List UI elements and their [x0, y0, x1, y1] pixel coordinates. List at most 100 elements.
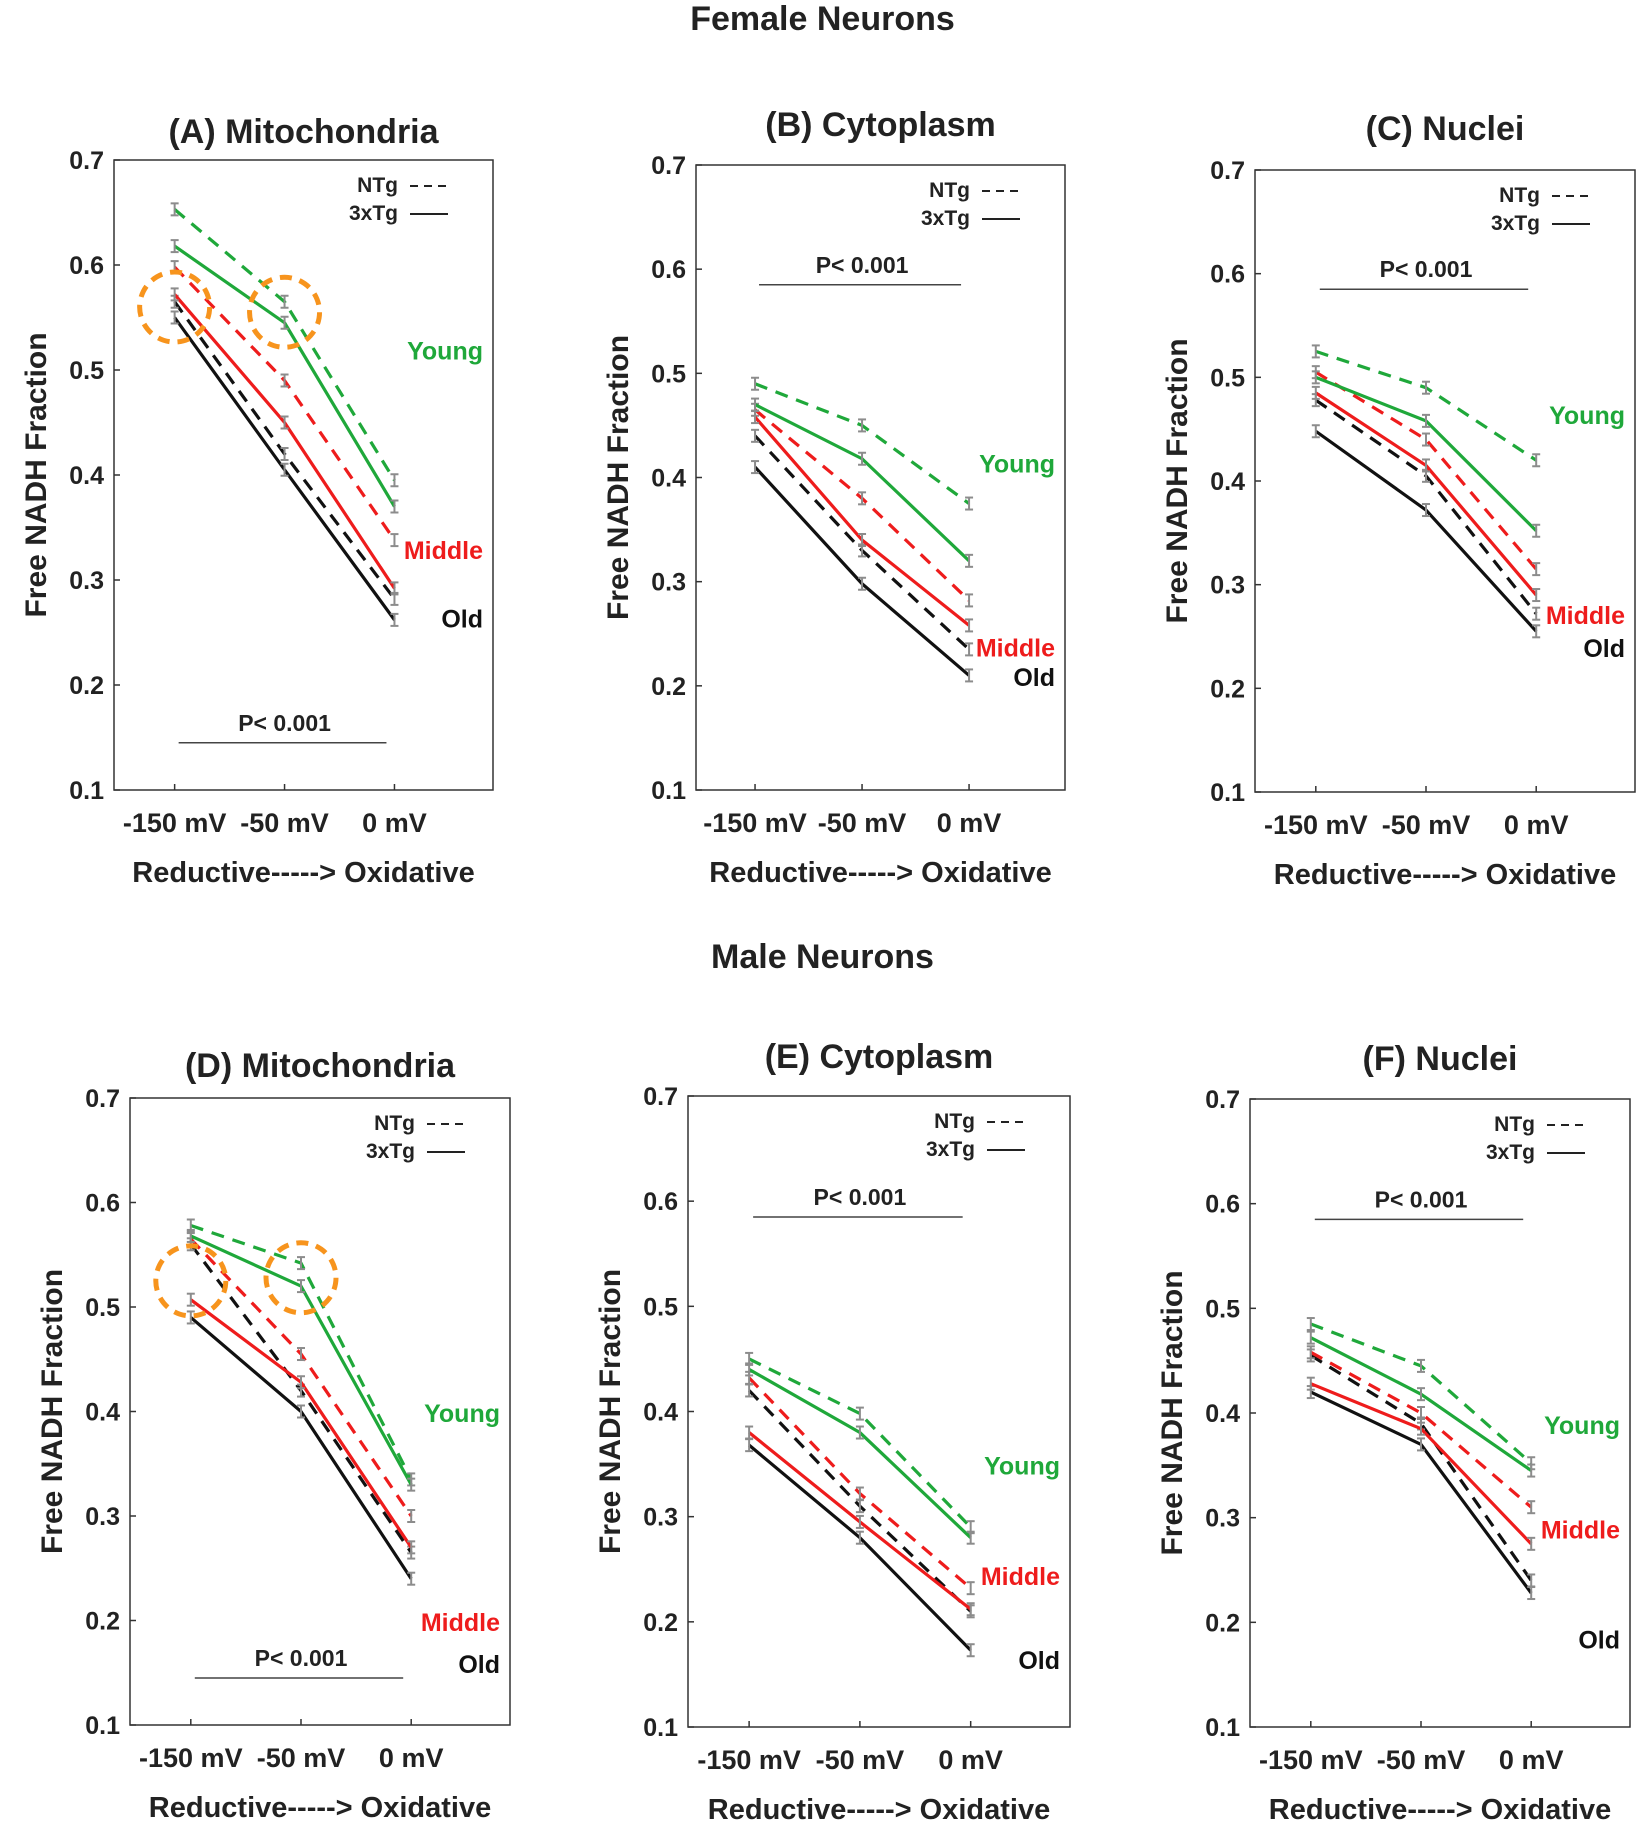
chart-panel-2: (B) Cytoplasm 0.1 0.2 0.3 0.4 0.5 0.6 0.7 Free N… [602, 106, 1066, 889]
legend-ntg-label: NTg [357, 174, 398, 197]
legend-ntg-label: NTg [374, 1112, 415, 1135]
age-label-middle: Middle [1546, 602, 1625, 630]
x-axis-label: Reductive-----> Oxidative [132, 857, 474, 889]
highlight-circle [247, 274, 323, 350]
pvalue-label: P< 0.001 [238, 710, 331, 736]
chart-panel-5: (E) Cytoplasm 0.1 0.2 0.3 0.4 0.5 0.6 0.7 Free N… [594, 1038, 1071, 1826]
age-label-young: Young [984, 1453, 1060, 1481]
legend-3xtg-label: 3xTg [1486, 1141, 1535, 1164]
error-bar [855, 1425, 864, 1440]
error-bar [1417, 1406, 1425, 1420]
y-tick-label: 0.4 [69, 462, 104, 490]
y-tick-label: 0.5 [643, 1293, 678, 1321]
y-tick-label: 0.5 [85, 1294, 120, 1322]
x-tick-label: -150 mV [697, 1745, 801, 1775]
error-bar [407, 1477, 416, 1492]
y-tick-label: 0.1 [1210, 779, 1245, 807]
y-tick-label: 0.3 [1210, 572, 1245, 600]
series-line-young-ntg [754, 382, 971, 505]
error-bar [1306, 1317, 1315, 1332]
age-label-middle: Middle [976, 635, 1055, 663]
y-axis-label: Free NADH Fraction [36, 1269, 69, 1554]
error-bar [297, 1279, 305, 1294]
x-tick-label: 0 mV [1504, 810, 1569, 840]
y-tick-label: 0.1 [1205, 1714, 1240, 1742]
error-bar [280, 447, 289, 461]
age-label-middle: Middle [421, 1609, 500, 1637]
error-bar [280, 373, 289, 388]
y-tick-label: 0.1 [651, 777, 686, 805]
age-label-middle: Middle [1541, 1517, 1620, 1545]
x-tick-label: -150 mV [123, 808, 227, 838]
y-tick-label: 0.4 [643, 1399, 678, 1427]
error-bar [965, 496, 974, 511]
error-bar [186, 1292, 195, 1307]
error-bar [297, 1404, 305, 1419]
error-bar [1306, 1330, 1315, 1345]
panel-title: (B) Cytoplasm [765, 106, 995, 144]
y-tick-label: 0.1 [69, 777, 104, 805]
error-bar [1417, 1358, 1425, 1373]
age-label-middle: Middle [981, 1563, 1060, 1591]
highlight-circle [263, 1240, 339, 1316]
error-bar [1422, 503, 1430, 518]
age-label-old: Old [1578, 1627, 1620, 1655]
error-bar [1311, 424, 1320, 439]
x-tick-label: -150 mV [703, 808, 807, 838]
legend-ntg-label: NTg [929, 179, 970, 202]
y-axis-label: Free NADH Fraction [1156, 1270, 1189, 1555]
error-bar [855, 1406, 864, 1421]
y-tick-label: 0.6 [1210, 261, 1245, 289]
error-bar [965, 593, 974, 608]
error-bar [280, 415, 289, 430]
series-line-young-ntg [748, 1357, 972, 1529]
error-bar [170, 287, 179, 302]
series-line-old-3xtg [748, 1443, 972, 1652]
error-bar [297, 1375, 305, 1390]
y-tick-label: 0.7 [85, 1085, 120, 1113]
x-tick-label: -50 mV [1382, 810, 1471, 840]
male-neurons-title: Male Neurons [711, 938, 934, 976]
x-tick-label: 0 mV [938, 1745, 1003, 1775]
error-bar [1527, 1463, 1536, 1478]
error-bar [1306, 1376, 1315, 1391]
y-tick-label: 0.3 [643, 1504, 678, 1532]
y-tick-label: 0.5 [1210, 364, 1245, 392]
panel-title: (F) Nuclei [1363, 1040, 1518, 1078]
x-axis-label: Reductive-----> Oxidative [149, 1792, 491, 1824]
error-bar [1532, 588, 1541, 603]
female-neurons-title: Female Neurons [690, 0, 955, 38]
y-tick-label: 0.7 [69, 147, 104, 175]
error-bar [407, 1571, 416, 1586]
error-bar [858, 418, 867, 433]
error-bar [858, 533, 867, 547]
legend-3xtg-label: 3xTg [926, 1138, 975, 1161]
x-axis-label: Reductive-----> Oxidative [1269, 1794, 1611, 1826]
error-bar [1422, 458, 1430, 473]
y-tick-label: 0.5 [651, 360, 686, 388]
error-bar [1417, 1421, 1425, 1436]
x-tick-label: -50 mV [240, 808, 329, 838]
highlight-circle [153, 1243, 229, 1319]
error-bar [280, 462, 289, 477]
error-bar [170, 310, 179, 325]
error-bar [1532, 562, 1541, 577]
error-bar [1532, 624, 1541, 639]
y-tick-label: 0.6 [651, 256, 686, 284]
age-label-old: Old [1583, 635, 1625, 663]
y-tick-label: 0.4 [651, 465, 686, 493]
pvalue-label: P< 0.001 [814, 1184, 907, 1210]
y-tick-label: 0.2 [85, 1608, 120, 1636]
pvalue-label: P< 0.001 [1380, 256, 1473, 282]
y-axis-label: Free NADH Fraction [1161, 338, 1194, 623]
error-bar [390, 612, 399, 627]
error-bar [1527, 1536, 1536, 1551]
error-bar [965, 642, 974, 657]
legend-ntg-label: NTg [934, 1110, 975, 1133]
y-tick-label: 0.2 [643, 1609, 678, 1637]
error-bar [751, 397, 760, 412]
age-label-young: Young [407, 338, 483, 366]
error-bar [1306, 1345, 1315, 1360]
error-bar [751, 376, 760, 391]
